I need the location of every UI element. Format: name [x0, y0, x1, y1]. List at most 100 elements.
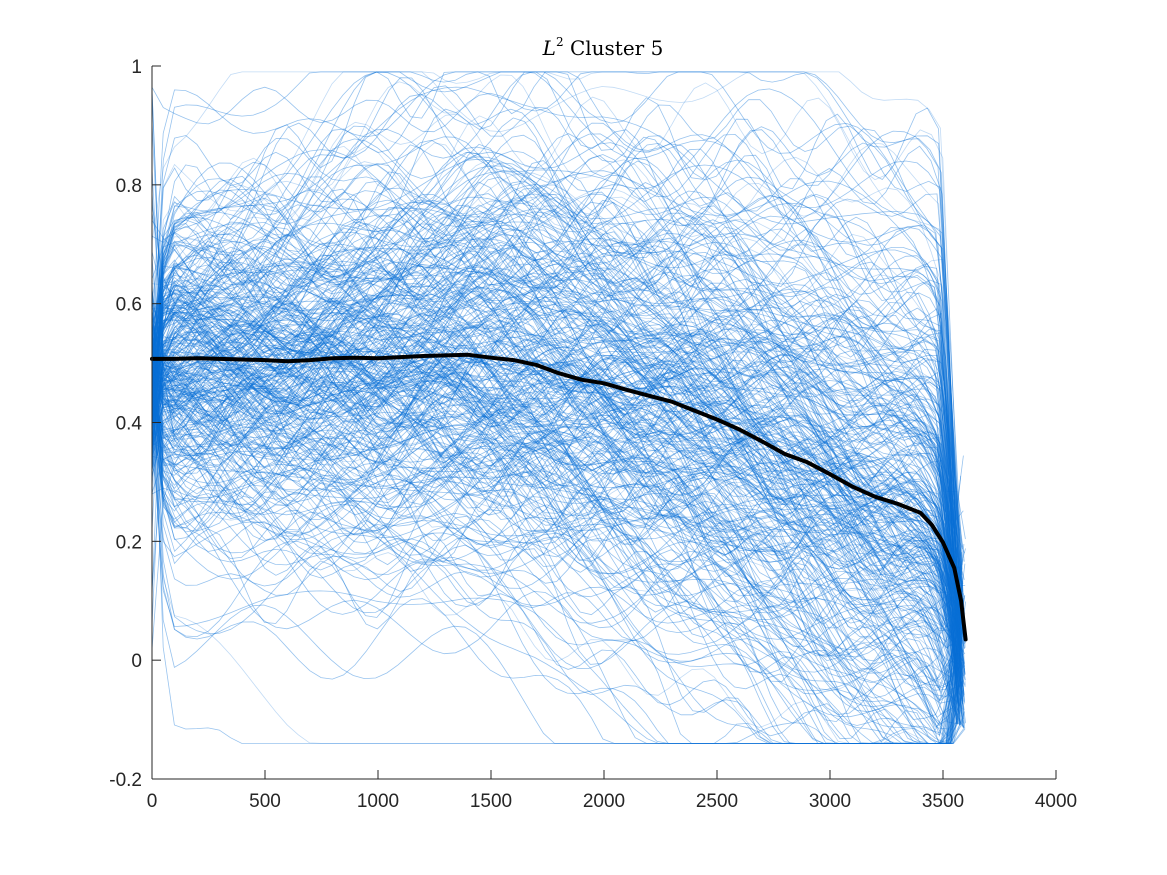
individual-curve [151, 384, 958, 684]
individual-curve [151, 313, 964, 620]
individual-curve [151, 386, 958, 744]
individual-curve [151, 382, 965, 725]
individual-curve [151, 208, 962, 634]
individual-curve [151, 310, 964, 700]
individual-curve [151, 404, 962, 744]
individual-curve [151, 383, 959, 720]
individual-curve [151, 282, 965, 744]
individual-curve [151, 293, 957, 639]
individual-curve [151, 326, 960, 744]
individual-curve [151, 405, 959, 744]
individual-curve [151, 237, 966, 705]
individual-curve [151, 289, 963, 744]
individual-curve [151, 151, 962, 631]
individual-curve [151, 93, 960, 600]
individual-curve [151, 326, 961, 697]
individual-curve [151, 281, 961, 726]
individual-curve [151, 74, 962, 671]
individual-curve [151, 356, 960, 744]
individual-curve [151, 165, 965, 697]
individual-curve [151, 358, 966, 628]
individual-curve [151, 243, 962, 714]
individual-curve [151, 383, 965, 744]
individual-curve [151, 241, 959, 625]
individual-curve [151, 198, 958, 636]
individual-curve [151, 282, 961, 714]
individual-curve [151, 282, 965, 615]
individual-curve [151, 252, 963, 585]
individual-curve [151, 306, 966, 587]
y-tick-label: 0 [131, 651, 142, 672]
individual-curve [151, 321, 959, 682]
individual-curve [151, 323, 966, 637]
individual-curve [151, 344, 964, 728]
individual-curve [151, 329, 961, 614]
individual-curve [151, 71, 959, 610]
individual-curve [151, 367, 963, 744]
individual-curve [151, 384, 964, 744]
individual-curve [151, 288, 962, 645]
individual-curve [151, 297, 959, 581]
individual-curve [151, 345, 963, 738]
individual-curve [151, 138, 963, 675]
x-tick-label: 1000 [357, 791, 399, 812]
individual-curve [151, 204, 962, 671]
individual-curve [151, 223, 966, 540]
individual-curve [151, 368, 960, 725]
individual-curve [151, 363, 963, 744]
individual-curve [151, 294, 966, 640]
individual-curve [151, 71, 966, 675]
individual-curve [151, 365, 961, 674]
individual-curve [151, 357, 959, 608]
individual-curve [151, 193, 961, 581]
individual-curve [151, 216, 963, 582]
individual-curve [151, 113, 966, 640]
y-tick-label: 0.6 [116, 295, 142, 316]
individual-curve [151, 333, 960, 625]
individual-curve [151, 347, 962, 632]
individual-curve [151, 201, 963, 591]
individual-curve [151, 172, 961, 618]
individual-curve [151, 334, 958, 744]
individual-curve [151, 291, 964, 694]
individual-curve [151, 306, 964, 638]
individual-curve [151, 89, 964, 635]
y-tick-label: 0.2 [116, 532, 142, 553]
individual-curve [151, 224, 966, 673]
individual-curve [151, 308, 963, 583]
individual-curve [151, 231, 964, 669]
individual-curve [151, 361, 963, 661]
individual-curve [151, 338, 966, 687]
individual-curve [151, 218, 962, 619]
individual-curve [151, 386, 963, 703]
individual-curve [151, 269, 958, 569]
individual-curve [151, 394, 964, 708]
individual-curve [151, 366, 958, 728]
individual-curve [151, 142, 963, 565]
individual-curve [151, 345, 958, 676]
individual-curve [151, 269, 964, 630]
individual-curve [151, 430, 958, 744]
individual-curve [151, 220, 965, 619]
individual-curve [151, 370, 966, 744]
individual-curve [151, 299, 961, 629]
individual-curve [151, 228, 958, 688]
individual-curve [151, 332, 959, 602]
individual-curve [151, 398, 959, 744]
y-tick-label: -0.2 [109, 770, 142, 791]
individual-curve [151, 423, 958, 713]
individual-curve [151, 368, 959, 674]
individual-curve [151, 71, 963, 616]
individual-curve [151, 233, 962, 597]
individual-curve [151, 338, 964, 616]
individual-curve [151, 304, 962, 636]
individual-curve [151, 326, 965, 728]
individual-curve [151, 340, 962, 658]
individual-curve [151, 405, 962, 744]
individual-curve [151, 332, 961, 662]
x-tick-label: 1500 [470, 791, 512, 812]
individual-curve [151, 220, 960, 595]
individual-curve [151, 387, 958, 604]
individual-curve [151, 433, 962, 725]
